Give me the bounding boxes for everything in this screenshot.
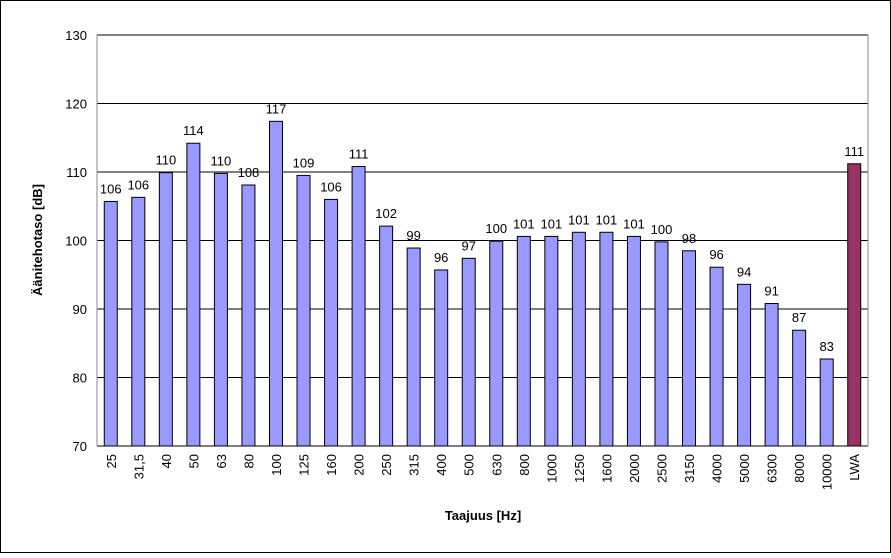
x-tick-label: 5000	[737, 454, 752, 483]
data-label: 96	[709, 247, 723, 262]
x-tick-label: 63	[214, 454, 229, 468]
bar	[461, 257, 476, 447]
y-tick-label: 110	[66, 165, 87, 180]
x-tick-label: 50	[186, 454, 201, 468]
bar	[544, 235, 559, 447]
data-label: 94	[737, 264, 751, 279]
bar	[599, 231, 614, 447]
data-label: 98	[682, 231, 696, 246]
data-label: 117	[266, 101, 287, 116]
y-tick-label: 100	[65, 234, 87, 249]
x-tick-label: LWA	[847, 454, 862, 481]
bar	[406, 247, 421, 447]
data-label: 106	[320, 179, 342, 194]
bar	[764, 303, 779, 447]
bar	[241, 184, 256, 447]
x-tick-label: 2000	[627, 454, 642, 483]
data-label: 96	[434, 250, 448, 265]
data-label: 100	[485, 221, 507, 236]
x-tick-label: 1600	[599, 454, 614, 483]
x-tick-label: 100	[269, 454, 284, 476]
bar	[819, 358, 834, 447]
data-label: 97	[461, 238, 475, 253]
data-label: 83	[819, 339, 833, 354]
bar	[571, 231, 586, 447]
bar	[516, 235, 531, 447]
x-tick-label: 125	[297, 454, 312, 476]
bar	[103, 200, 118, 447]
bar	[213, 172, 228, 447]
data-label: 102	[375, 206, 397, 221]
data-label: 111	[349, 147, 369, 162]
data-label: 101	[623, 216, 645, 231]
y-tick-label: 80	[73, 371, 87, 386]
bar	[489, 240, 504, 447]
data-label: 101	[540, 216, 562, 231]
data-label: 101	[568, 212, 590, 227]
data-label: 110	[211, 153, 232, 168]
data-label: 110	[155, 153, 176, 168]
data-label: 111	[844, 144, 864, 159]
bar	[709, 266, 724, 447]
y-tick-label: 90	[73, 302, 87, 317]
x-axis-label: Taajuus [Hz]	[445, 508, 521, 523]
data-label: 101	[596, 212, 618, 227]
bar	[792, 329, 807, 447]
bar	[737, 283, 752, 447]
y-axis-label: Äänitehotaso [dB]	[30, 184, 45, 296]
bar	[654, 241, 669, 447]
x-tick-label: 630	[489, 454, 504, 476]
bar	[682, 250, 697, 447]
x-tick-label: 40	[159, 454, 174, 468]
bar	[131, 196, 146, 447]
x-tick-label: 10000	[820, 454, 835, 490]
bar	[158, 172, 173, 447]
bar	[268, 120, 283, 447]
data-label: 100	[651, 222, 673, 237]
y-tick-label: 70	[73, 439, 87, 454]
x-tick-label: 3150	[682, 454, 697, 483]
data-label: 91	[764, 284, 778, 299]
y-tick-label: 130	[65, 28, 87, 43]
data-label: 114	[183, 123, 204, 138]
x-tick-label: 1000	[544, 454, 559, 483]
bar	[626, 235, 641, 447]
x-tick-label: 2500	[654, 454, 669, 483]
bar	[379, 225, 394, 447]
x-tick-label: 800	[517, 454, 532, 476]
x-tick-label: 8000	[792, 454, 807, 483]
x-tick-label: 200	[352, 454, 367, 476]
bar	[324, 198, 339, 447]
data-label: 108	[238, 165, 260, 180]
bar	[847, 163, 862, 447]
data-label: 101	[513, 216, 535, 231]
x-tick-label: 315	[407, 454, 422, 476]
data-label: 109	[293, 155, 315, 170]
data-label: 106	[100, 181, 122, 196]
y-tick-label: 120	[65, 97, 87, 112]
bar	[186, 142, 201, 447]
x-tick-label: 1250	[572, 454, 587, 483]
x-tick-label: 400	[434, 454, 449, 476]
data-label: 99	[406, 228, 420, 243]
data-label: 87	[792, 310, 806, 325]
x-tick-label: 160	[324, 454, 339, 476]
x-tick-label: 31,5	[131, 454, 146, 479]
x-tick-label: 80	[241, 454, 256, 468]
x-tick-label: 500	[462, 454, 477, 476]
bar	[351, 166, 366, 447]
x-tick-label: 250	[379, 454, 394, 476]
x-tick-label: 25	[104, 454, 119, 468]
x-tick-label: 6300	[765, 454, 780, 483]
bar	[434, 269, 449, 447]
data-label: 106	[127, 177, 149, 192]
bar	[296, 174, 311, 447]
x-tick-label: 4000	[710, 454, 725, 483]
